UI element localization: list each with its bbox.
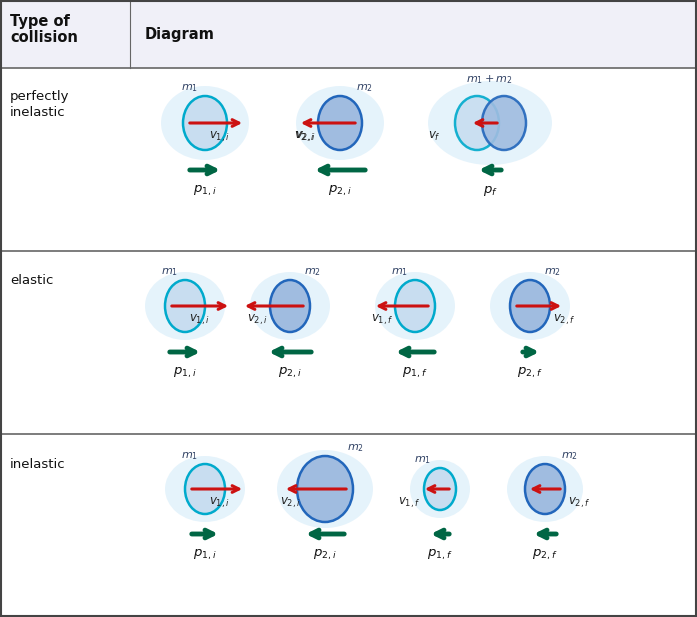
- Text: $v_{2,i}$: $v_{2,i}$: [296, 130, 316, 144]
- Ellipse shape: [455, 96, 499, 150]
- Text: $m_2$: $m_2$: [304, 266, 321, 278]
- Text: elastic: elastic: [10, 275, 54, 288]
- Text: Type of: Type of: [10, 14, 70, 29]
- Text: $m_2$: $m_2$: [347, 442, 364, 454]
- Ellipse shape: [296, 86, 384, 160]
- Text: $p_{1,f}$: $p_{1,f}$: [402, 366, 428, 380]
- Text: Diagram: Diagram: [145, 27, 215, 41]
- Text: $v_{2,f}$: $v_{2,f}$: [553, 313, 575, 328]
- Ellipse shape: [375, 272, 455, 340]
- Text: $m_1$: $m_1$: [181, 450, 198, 462]
- Text: $p_f$: $p_f$: [482, 184, 498, 198]
- Ellipse shape: [165, 280, 205, 332]
- Text: $v_{2,i}$: $v_{2,i}$: [280, 496, 301, 510]
- Text: $m_2$: $m_2$: [544, 266, 561, 278]
- Ellipse shape: [507, 456, 583, 522]
- Text: $m_2$: $m_2$: [356, 82, 373, 94]
- Ellipse shape: [318, 96, 362, 150]
- Text: inelastic: inelastic: [10, 106, 66, 119]
- Ellipse shape: [525, 464, 565, 514]
- Ellipse shape: [395, 280, 435, 332]
- Text: $m_1$: $m_1$: [181, 82, 198, 94]
- Text: $m_1 + m_2$: $m_1 + m_2$: [466, 73, 513, 86]
- Text: $p_{1,f}$: $p_{1,f}$: [427, 548, 453, 562]
- Text: $v_{1,f}$: $v_{1,f}$: [371, 313, 393, 328]
- Text: $v_f$: $v_f$: [428, 130, 441, 143]
- Text: inelastic: inelastic: [10, 457, 66, 471]
- Ellipse shape: [161, 86, 249, 160]
- Text: $m_1$: $m_1$: [161, 266, 178, 278]
- Text: collision: collision: [10, 30, 78, 45]
- Ellipse shape: [490, 272, 570, 340]
- Ellipse shape: [297, 456, 353, 522]
- Text: $p_{2,i}$: $p_{2,i}$: [328, 184, 352, 198]
- Text: $v_{1,i}$: $v_{1,i}$: [209, 130, 229, 144]
- Bar: [1, 0, 696, 68]
- Text: $p_{2,f}$: $p_{2,f}$: [517, 366, 543, 380]
- Ellipse shape: [277, 450, 373, 528]
- Text: $v_{2,i}$: $v_{2,i}$: [247, 313, 268, 328]
- Text: $v_{2,i}$: $v_{2,i}$: [294, 130, 315, 144]
- Ellipse shape: [145, 272, 225, 340]
- Text: $p_{2,f}$: $p_{2,f}$: [533, 548, 558, 562]
- Ellipse shape: [185, 464, 225, 514]
- Text: $m_1$: $m_1$: [391, 266, 408, 278]
- Text: perfectly: perfectly: [10, 90, 70, 103]
- Text: $v_{1,i}$: $v_{1,i}$: [209, 496, 229, 510]
- Text: $v_{2,f}$: $v_{2,f}$: [568, 496, 590, 510]
- Ellipse shape: [183, 96, 227, 150]
- Text: $m_1$: $m_1$: [414, 454, 431, 466]
- Text: $v_{1,f}$: $v_{1,f}$: [398, 496, 420, 510]
- Ellipse shape: [510, 280, 550, 332]
- Ellipse shape: [424, 468, 456, 510]
- Text: $p_{1,i}$: $p_{1,i}$: [193, 548, 217, 562]
- Text: $p_{1,i}$: $p_{1,i}$: [173, 366, 197, 380]
- Ellipse shape: [270, 280, 310, 332]
- Text: $p_{2,i}$: $p_{2,i}$: [313, 548, 337, 562]
- Ellipse shape: [165, 456, 245, 522]
- Ellipse shape: [250, 272, 330, 340]
- Ellipse shape: [428, 81, 552, 165]
- Ellipse shape: [482, 96, 526, 150]
- Text: $m_2$: $m_2$: [561, 450, 578, 462]
- Text: $p_{1,i}$: $p_{1,i}$: [193, 184, 217, 198]
- Ellipse shape: [410, 460, 470, 518]
- Text: $p_{2,i}$: $p_{2,i}$: [278, 366, 302, 380]
- Text: $v_{1,i}$: $v_{1,i}$: [189, 313, 210, 328]
